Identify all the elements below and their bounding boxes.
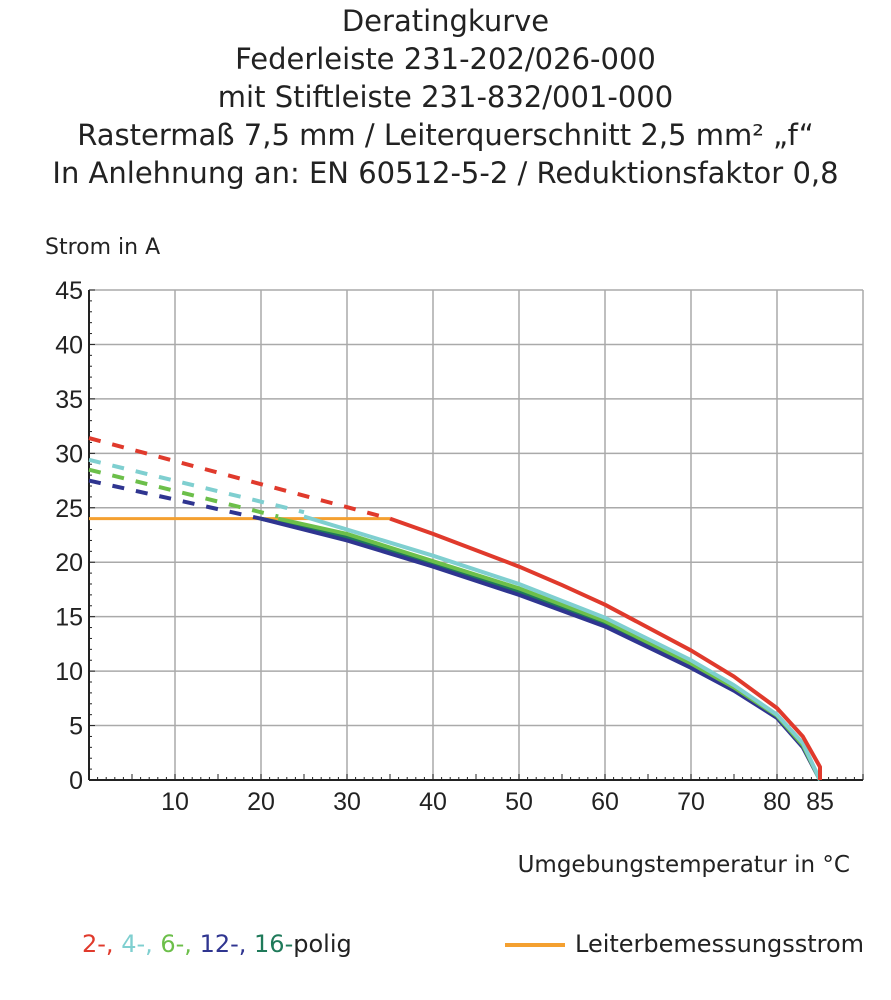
title-line: In Anlehnung an: EN 60512-5-2 / Reduktio…	[52, 156, 839, 190]
series-line-6	[277, 516, 822, 781]
title-line: Federleiste 231-202/026-000	[235, 42, 656, 76]
legend-entry: 2-,	[82, 930, 122, 958]
legend-entry: 12-,	[199, 930, 255, 958]
legend-line-swatch	[505, 943, 565, 947]
legend-label: Leiterbemessungsstrom	[575, 930, 865, 958]
y-tick-label: 0	[69, 767, 83, 795]
chart-title: Deratingkurve Federleiste 231-202/026-00…	[0, 2, 891, 192]
y-tick-label: 10	[55, 658, 83, 686]
x-axis-label: Umgebungstemperatur in °C	[518, 852, 850, 878]
legend-suffix: polig	[293, 930, 352, 958]
legend-entry: 16-	[254, 930, 294, 958]
series-dashed-12	[88, 478, 262, 521]
legend-entry: 6-,	[160, 930, 200, 958]
title-line: mit Stiftleiste 231-832/001-000	[217, 80, 674, 114]
y-tick-label: 20	[55, 549, 83, 577]
series-line-16	[260, 516, 822, 781]
x-tick-label: 50	[505, 788, 533, 816]
y-tick-label: 30	[55, 440, 83, 468]
legend-entry: 4-,	[121, 930, 161, 958]
x-tick-label: 70	[677, 788, 705, 816]
y-tick-label: 15	[55, 604, 83, 632]
series-line-2	[389, 516, 822, 780]
x-tick-label: 40	[419, 788, 447, 816]
x-tick-label: 30	[333, 788, 361, 816]
y-tick-label: 35	[55, 386, 83, 414]
series-line-4	[303, 514, 822, 781]
x-tick-label: 60	[591, 788, 619, 816]
x-tick-label: 10	[161, 788, 189, 816]
series-dashed-2	[88, 436, 391, 521]
y-tick-label: 45	[55, 277, 83, 305]
x-tick-label: 85	[806, 788, 834, 816]
y-axis-label: Strom in A	[45, 235, 160, 260]
x-tick-label: 20	[247, 788, 275, 816]
x-tick-label: 80	[763, 788, 791, 816]
title-line: Deratingkurve	[341, 4, 550, 38]
y-tick-label: 25	[55, 495, 83, 523]
y-tick-label: 40	[55, 331, 83, 359]
title-line: Rastermaß 7,5 mm / Leiterquerschnitt 2,5…	[77, 118, 814, 152]
y-tick-label: 5	[69, 713, 83, 741]
legend-rated: Leiterbemessungsstrom	[505, 930, 864, 958]
series-line-12	[260, 516, 822, 781]
legend-series: 2-, 4-, 6-, 12-, 16-polig	[82, 930, 352, 958]
series-dashed-6	[88, 467, 279, 519]
